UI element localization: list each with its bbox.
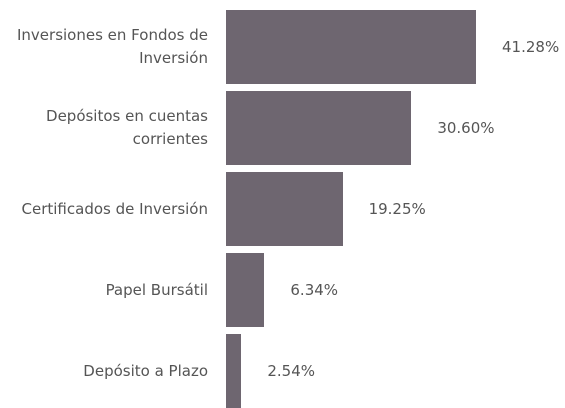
category-label: Certificados de Inversión [21,199,208,218]
category-label: Depósito a Plazo [83,361,208,380]
bar [226,334,242,408]
value-label: 6.34% [290,281,339,299]
value-label: 41.28% [502,38,560,56]
category-label: Inversiones en Fondos de Inversión [17,26,208,67]
value-label: 30.60% [437,119,495,137]
bar [226,172,343,246]
category-label: Depósitos en cuentas corrientes [46,107,208,148]
category-label: Papel Bursátil [105,280,208,299]
value-label: 2.54% [267,362,316,380]
bar [226,253,265,327]
value-label: 19.25% [368,200,426,218]
bar [226,91,412,165]
bar [226,10,476,84]
